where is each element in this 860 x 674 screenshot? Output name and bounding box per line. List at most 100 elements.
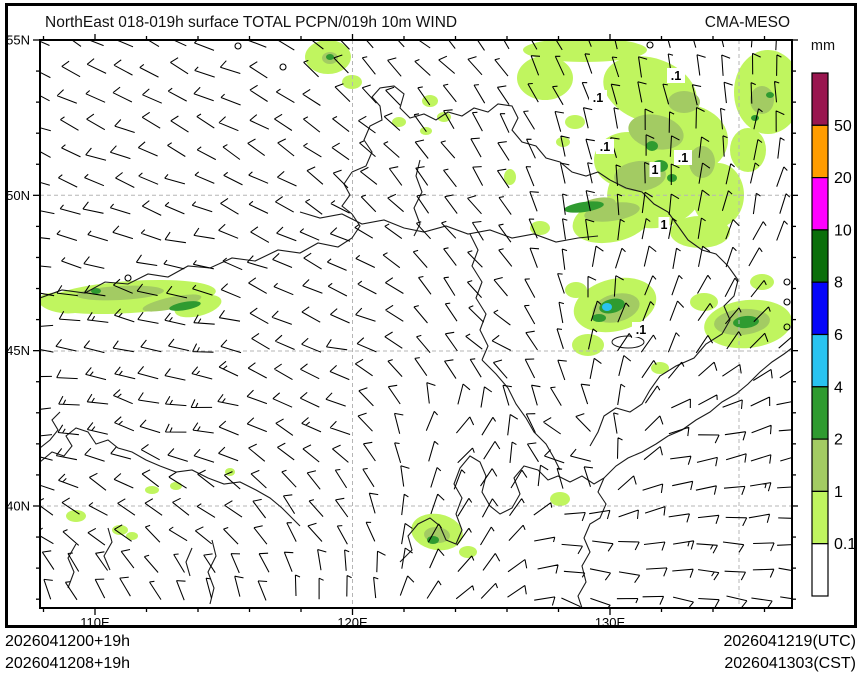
precip-patch-dark [564,201,604,213]
precip-patch-light [572,334,604,356]
precip-patch-light [170,482,182,490]
valid-time-utc: 2026041219(UTC) [723,633,856,650]
precip-patch-light [422,95,438,107]
contour-label-box [674,150,692,165]
precip-patch-light [126,532,138,540]
colorbar-unit-label: mm [810,38,836,54]
contour-label-box [658,217,670,232]
calm-wind-circle [646,41,654,49]
colorbar-label: 50 [834,118,852,135]
colorbar-label: 0.1 [834,536,856,553]
contour-label-box [632,322,650,337]
colorbar-segment [811,281,829,336]
precip-patch-dark [427,536,439,544]
lat-axis-label: 40N [6,498,30,513]
model-name: CMA-MESO [704,14,790,31]
map-boundary [469,233,489,361]
precip-patch-light [670,216,730,248]
map-boundary [103,527,113,571]
precip-patch-dark [169,301,201,311]
precip-patch-light [692,163,744,227]
lat-axis-label: 45N [6,343,30,358]
lon-axis-label: 110E [80,615,110,630]
precip-patch-light [651,362,669,374]
precip-patch-dark [592,314,606,322]
precip-patch-light [750,274,774,290]
precip-patch-dark [766,92,774,98]
calm-wind-circle [783,278,791,286]
precip-patch-light [690,293,718,311]
map-boundary [577,477,607,608]
contour-label: .1 [636,323,646,337]
lake-outline [611,335,645,349]
precip-patch-light [530,221,550,235]
colorbar-label: 2 [834,432,843,449]
precip-patch-light [517,56,573,100]
lat-axis-label: 50N [6,188,30,203]
colorbar-label: 4 [834,379,843,396]
precip-layer [40,40,792,558]
contour-label-box [667,68,685,83]
contour-label: .1 [678,151,688,165]
precip-patch-light [565,115,585,129]
precip-patch-light [504,169,516,185]
lat-axis-label: 55N [6,33,30,48]
contour-label-box [589,90,607,105]
map-border [39,39,793,609]
map-boundary [603,347,792,479]
valid-time-cst: 2026041303(CST) [724,655,856,672]
contour-label-box [596,139,614,154]
precip-patch-mid [750,86,774,114]
colorbar-label: 10 [834,222,852,239]
colorbar-segment [811,177,829,231]
map-layers: .1 .1 .1 1 .1 1 .1 [40,40,792,608]
precip-patch-dark [646,141,658,151]
contour-label-box [649,162,661,177]
precip-patch-mid [689,146,715,178]
colorbar-segment [811,386,829,440]
precip-patch-dark [326,54,334,60]
colorbar-segment [811,490,829,545]
map-boundary [40,411,61,449]
precip-patch-light [437,112,451,122]
calm-wind-circle [234,42,242,50]
precip-patch-cyan [602,303,612,311]
precip-patch-light [145,486,159,494]
precip-patch-dark [667,174,677,182]
axis-ticks [33,34,798,615]
precip-patch-dark [751,115,759,121]
calm-wind-circle [124,274,132,282]
chart-title: NorthEast 018-019h surface TOTAL PCPN/01… [45,14,458,31]
calm-wind-circle [783,298,791,306]
precip-patch-dark [91,288,101,294]
calm-wind-circle [783,323,791,331]
colorbar-segment [811,438,829,493]
precip-patch-dark [733,315,759,329]
map-boundary [207,539,217,605]
wind-barbs-layer [40,40,792,608]
map-boundary [299,211,599,243]
precip-patch-light [40,292,86,314]
colorbar-segment [811,333,829,388]
precip-patch-light [112,525,128,535]
map-boundary [481,359,561,471]
map-boundary [185,547,193,577]
contour-label: .1 [600,140,610,154]
colorbar-segment [811,543,829,597]
colorbar: 50 20 10 8 6 4 2 1 0.1 [811,72,856,597]
gridlines [40,40,792,608]
colorbar-label: 8 [834,275,843,292]
map-boundary [40,427,301,527]
map-boundary [351,85,611,181]
contour-label: .1 [671,69,681,83]
init-time-line-2: 2026041208+19h [5,655,131,672]
precip-patch-light [730,128,766,172]
colorbar-label: 6 [834,327,843,344]
precip-patch-light [66,510,86,522]
map-boundary [67,543,77,589]
colorbar-segment [811,124,829,179]
precip-patch-light [459,546,477,558]
colorbar-segment [811,72,829,126]
calm-wind-circle [279,63,287,71]
